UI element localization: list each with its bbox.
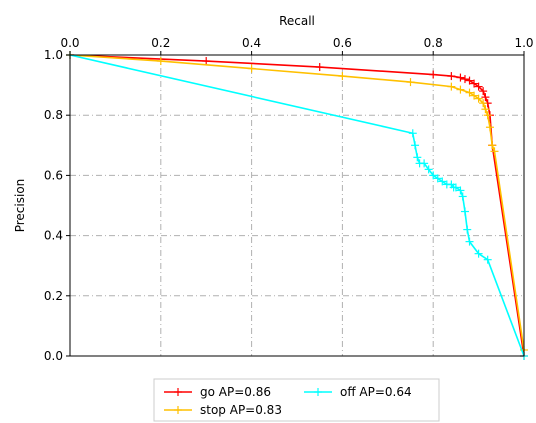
legend-entry-0: go AP=0.86 xyxy=(164,385,271,399)
data-point xyxy=(411,141,420,150)
data-point xyxy=(485,123,494,132)
y-tick-label: 0.6 xyxy=(44,168,63,182)
data-point xyxy=(456,85,465,94)
y-tick-label: 0.8 xyxy=(44,108,63,122)
series-line-2 xyxy=(69,54,525,357)
data-point xyxy=(465,237,474,246)
series-0 xyxy=(66,51,528,360)
legend-label-1: stop AP=0.83 xyxy=(200,403,282,417)
data-point xyxy=(474,94,483,103)
data-point xyxy=(456,73,465,82)
data-point xyxy=(424,165,433,174)
data-point xyxy=(479,99,488,108)
legend: go AP=0.86 stop AP=0.83 off AP=0.64 xyxy=(153,378,440,422)
data-point xyxy=(420,159,429,168)
y-tick-label: 0.4 xyxy=(44,229,63,243)
series-line-0 xyxy=(69,54,525,357)
data-point xyxy=(447,72,456,81)
data-point xyxy=(490,147,499,156)
grid xyxy=(69,54,525,357)
series-line-1 xyxy=(69,54,525,351)
data-point xyxy=(460,75,469,84)
data-point xyxy=(474,82,483,91)
data-point xyxy=(202,57,211,66)
plot-frame xyxy=(69,54,525,357)
data-point xyxy=(488,141,497,150)
x-tick-label: 0.4 xyxy=(242,36,261,50)
x-axis-top: 0.0 0.2 0.4 0.6 0.8 1.0 xyxy=(60,36,534,55)
data-point xyxy=(338,72,347,81)
y-tick-label: 1.0 xyxy=(44,48,63,62)
data-point xyxy=(465,88,474,97)
data-point xyxy=(458,192,467,201)
data-point xyxy=(465,76,474,85)
data-point xyxy=(474,249,483,258)
data-point xyxy=(429,171,438,180)
data-point xyxy=(429,70,438,79)
data-point xyxy=(481,93,490,102)
series-1 xyxy=(66,51,528,354)
data-point xyxy=(406,78,415,87)
data-point xyxy=(451,183,460,192)
data-point xyxy=(247,64,256,73)
data-point xyxy=(483,255,492,264)
x-tick-label: 1.0 xyxy=(514,36,533,50)
x-tick-label: 0.6 xyxy=(333,36,352,50)
data-point xyxy=(456,186,465,195)
y-axis-left: 0.0 0.2 0.4 0.6 0.8 1.0 xyxy=(44,48,70,363)
data-point xyxy=(447,82,456,91)
y-axis-label: Precision xyxy=(13,179,27,233)
data-point xyxy=(438,177,447,186)
data-point xyxy=(433,174,442,183)
data-point xyxy=(470,79,479,88)
series-2 xyxy=(66,51,528,360)
data-point xyxy=(463,225,472,234)
y-tick-label: 0.0 xyxy=(44,349,63,363)
data-point xyxy=(156,57,165,66)
x-tick-label: 0.8 xyxy=(424,36,443,50)
series-layer xyxy=(66,51,528,360)
legend-box xyxy=(153,378,440,422)
data-point xyxy=(483,111,492,120)
legend-entry-1: stop AP=0.83 xyxy=(164,403,282,417)
data-point xyxy=(470,91,479,100)
legend-label-0: go AP=0.86 xyxy=(200,385,271,399)
y-tick-label: 0.2 xyxy=(44,289,63,303)
data-point xyxy=(481,105,490,114)
legend-label-2: off AP=0.64 xyxy=(340,385,412,399)
x-axis-label: Recall xyxy=(279,14,315,28)
x-tick-label: 0.0 xyxy=(60,36,79,50)
legend-entry-2: off AP=0.64 xyxy=(304,385,412,399)
data-point xyxy=(413,153,422,162)
data-point xyxy=(479,87,488,96)
data-point xyxy=(315,63,324,72)
x-tick-label: 0.2 xyxy=(151,36,170,50)
data-point xyxy=(460,207,469,216)
data-point xyxy=(408,129,417,138)
